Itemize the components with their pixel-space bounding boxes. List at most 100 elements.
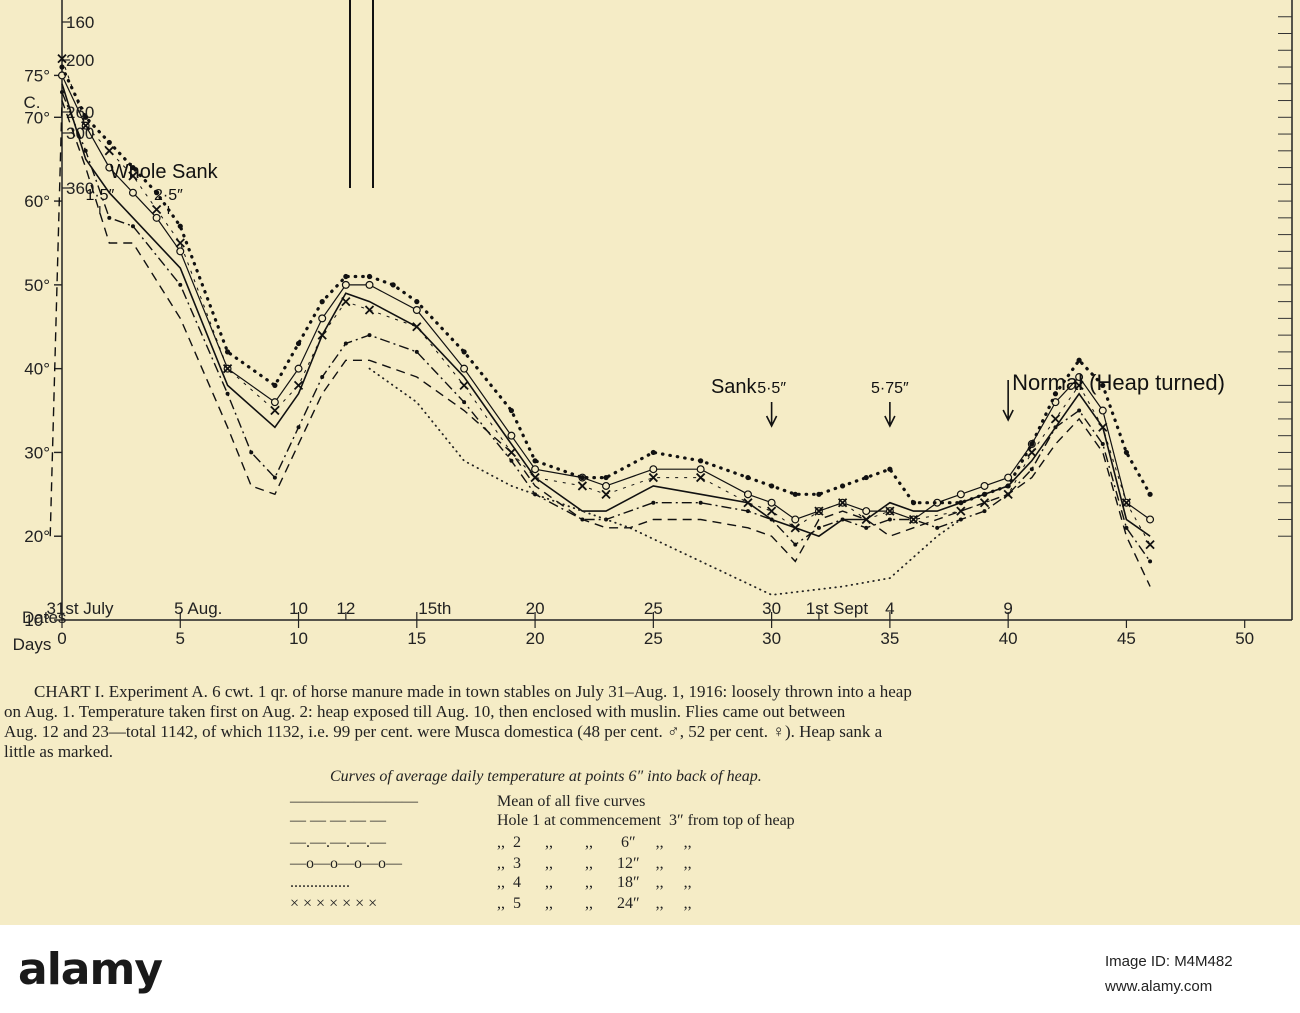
data-point-circle [791, 515, 800, 524]
date-tick-label: 4 [885, 599, 894, 618]
legend-symbol-hole4: ............... [290, 874, 350, 891]
legend-text-hole1: Hole 1 at commencement 3″ from top of he… [497, 812, 795, 829]
legend-text-hole5: ,, 5 ,, ,, 24″ ,, ,, [497, 895, 692, 912]
data-point-small-dot [580, 517, 585, 522]
legend-text-hole3: ,, 3 ,, ,, 12″ ,, ,, [497, 855, 692, 872]
data-point-small-dot [698, 500, 703, 505]
date-tick-label: 25 [644, 599, 663, 618]
data-point-dot [1005, 483, 1011, 489]
data-point-dot [745, 474, 751, 481]
data-point-circle [1098, 406, 1107, 415]
data-point-cross [1145, 539, 1155, 550]
data-point-dot [603, 474, 609, 481]
data-point-cross [317, 330, 327, 340]
data-point-circle [128, 188, 137, 197]
data-point-small-dot [296, 425, 301, 430]
data-point-dot [390, 282, 396, 288]
down-arrow-normal [1002, 380, 1014, 422]
x-axis-label: Days [13, 635, 52, 654]
data-point-small-dot [107, 215, 112, 220]
data-point-circle [152, 213, 161, 222]
data-point-circle [176, 247, 185, 256]
annotation-normal-heap-turned: Normal (Heap turned) [1012, 370, 1225, 395]
data-point-small-dot [816, 525, 821, 530]
annotation-5-75: 5·75″ [871, 380, 909, 397]
data-point-cross [341, 296, 351, 307]
data-point-dot [343, 273, 349, 280]
data-point-cross [222, 364, 233, 374]
data-point-circle [743, 490, 752, 499]
data-point-small-dot [651, 500, 656, 505]
data-point-dot [130, 164, 136, 171]
y-tick-label: 75° [24, 66, 50, 85]
data-point-cross [151, 204, 162, 215]
secondary-tick-label: 360 [66, 179, 94, 198]
data-point-cross [648, 472, 658, 483]
data-point-small-dot [414, 349, 419, 354]
data-point-circle [270, 398, 279, 407]
data-point-small-dot [887, 517, 892, 522]
data-point-circle [507, 431, 516, 440]
data-point-dot [887, 466, 893, 472]
series-line-solid [61, 83, 1151, 538]
data-point-small-dot [178, 282, 183, 287]
data-point-small-dot [745, 509, 750, 514]
data-point-small-dot [1100, 442, 1105, 447]
data-point-circle [365, 280, 374, 289]
x-tick-label: 35 [880, 629, 899, 648]
data-point-dot [366, 273, 373, 280]
watermark-footer [0, 925, 1300, 1013]
data-point-small-dot [1077, 408, 1082, 413]
data-point-dot [1147, 491, 1153, 497]
data-point-dot [154, 190, 160, 196]
data-point-dot [792, 491, 798, 497]
data-point-circle [956, 490, 965, 499]
data-point-small-dot [509, 458, 514, 463]
data-point-dot [83, 114, 89, 120]
data-point-small-dot [249, 450, 254, 455]
data-point-circle [649, 465, 658, 474]
date-tick-label: 1st Sept [806, 599, 869, 618]
date-tick-label: 30 [762, 599, 781, 618]
legend-symbol-hole5: × × × × × × × [290, 895, 378, 912]
data-point-cross [814, 506, 824, 516]
annotation-whole-sank: Whole Sank [110, 161, 219, 183]
data-point-circle [696, 465, 705, 474]
data-point-circle [105, 163, 114, 172]
caption-line-3: Aug. 12 and 23—total 1142, of which 1132… [4, 722, 883, 741]
data-point-dot [1076, 357, 1082, 363]
annotation-1-5: 1·5″ [85, 187, 114, 204]
data-point-circle [767, 498, 776, 507]
x-tick-label: 5 [176, 629, 185, 648]
date-row-label: Dates [22, 608, 66, 627]
data-point-dot [816, 491, 822, 497]
data-point-dot [1052, 391, 1059, 397]
data-point-small-dot [60, 90, 64, 95]
data-point-cross [1074, 380, 1084, 391]
y-tick-label: 40° [24, 360, 50, 379]
series-line-finedots [368, 367, 962, 596]
data-point-cross [128, 171, 138, 181]
temperature-chart: 20°30°40°50°60°70°75°10°C.16020026030036… [13, 0, 1293, 654]
legend-symbol-hole1: — — — — — [290, 812, 386, 829]
x-tick-label: 25 [644, 629, 663, 648]
caption-line-1: CHART I. Experiment A. 6 cwt. 1 qr. of h… [34, 682, 912, 701]
data-point-circle [602, 481, 611, 490]
y-tick-label: 50° [24, 276, 50, 295]
data-point-dot [319, 299, 325, 305]
data-point-cross [57, 54, 67, 64]
legend-text-mean: Mean of all five curves [497, 793, 646, 810]
data-point-cross [956, 506, 966, 516]
data-point-dot [508, 407, 515, 414]
data-point-circle [862, 507, 871, 516]
data-point-cross [979, 498, 990, 508]
data-point-cross [293, 380, 304, 391]
data-point-small-dot [840, 517, 845, 522]
data-point-small-dot [958, 517, 963, 522]
date-tick-label: 12 [336, 599, 355, 618]
data-point-small-dot [320, 375, 325, 380]
x-tick-label: 30 [762, 629, 781, 648]
data-point-circle [460, 364, 469, 373]
data-point-cross [885, 506, 895, 516]
data-point-dot [414, 299, 420, 305]
